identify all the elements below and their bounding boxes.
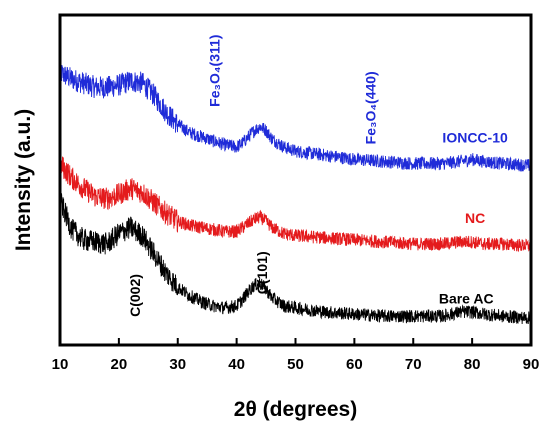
annotation-c-101: C(101) [254,251,270,294]
annotation-bare-ac: Bare AC [439,290,494,306]
x-tick-label: 20 [111,356,128,373]
x-tick-label: 60 [346,356,363,373]
x-tick-label: 10 [52,356,69,373]
x-tick-layer: 10 20 30 40 50 60 70 80 90 [52,338,540,373]
annotation-ioncc-10: IONCC-10 [442,130,508,146]
series-layer [59,61,532,325]
annotation-c-002: C(002) [127,274,143,317]
x-tick-label: 80 [464,356,481,373]
x-tick-label: 50 [287,356,304,373]
annotation-fe-o-440: Fe₃O₄(440) [363,71,379,144]
x-tick-label: 30 [169,356,186,373]
x-tick-label: 40 [228,356,245,373]
annotation-fe-o-311: Fe₃O₄(311) [207,35,223,107]
annotation-nc: NC [465,210,485,226]
series-line-nc [59,153,532,253]
y-axis-title: Intensity (a.u.) [12,109,35,251]
series-line-ioncc-10 [59,61,532,172]
x-axis-title: 2θ (degrees) [234,398,357,421]
x-tick-label: 70 [405,356,422,373]
x-tick-label: 90 [523,356,540,373]
annotation-layer: Fe₃O₄(311) Fe₃O₄(440) IONCC-10 NC Bare AC C(0… [127,35,508,317]
series-line-bare-ac [59,193,532,325]
